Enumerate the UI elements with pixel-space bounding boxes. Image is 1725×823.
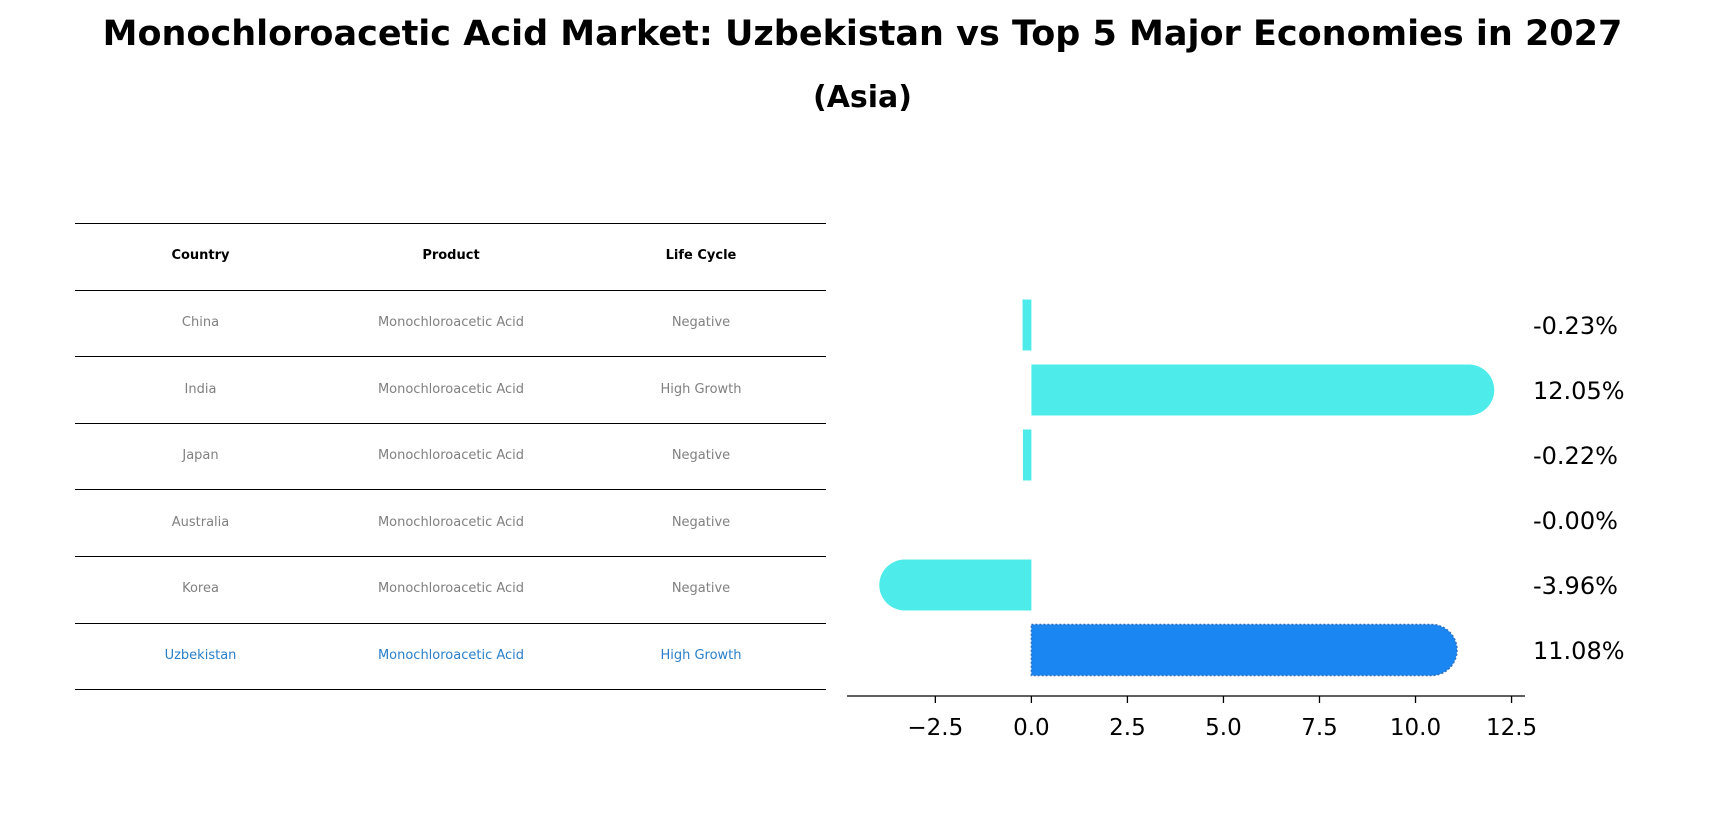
- chart-subtitle: (Asia): [812, 80, 913, 115]
- cell-country-highlight: Uzbekistan: [164, 648, 237, 663]
- header-product: Product: [422, 248, 480, 263]
- cell-product: Monochloroacetic Acid: [377, 315, 525, 330]
- data-label-japan: -0.22%: [1533, 442, 1618, 470]
- data-label-australia: -0.00%: [1533, 507, 1618, 535]
- cell-product: Monochloroacetic Acid: [377, 581, 525, 596]
- table-rule: [75, 556, 826, 557]
- bar-india: [1031, 364, 1495, 416]
- cell-country: Japan: [182, 448, 219, 463]
- x-tick-label: 10.0: [1390, 715, 1441, 741]
- cell-life-cycle-highlight: High Growth: [660, 648, 742, 663]
- header-life-cycle: Life Cycle: [665, 248, 737, 263]
- bar-uzbekistan: [1030, 623, 1458, 677]
- x-tick-label: −2.5: [907, 715, 963, 741]
- cell-country: China: [181, 315, 220, 330]
- table-rule: [75, 290, 826, 291]
- x-tick-label: 0.0: [1013, 715, 1050, 741]
- table-rule: [75, 356, 826, 357]
- bar-korea: [879, 559, 1032, 611]
- data-label-india: 12.05%: [1533, 377, 1625, 405]
- table-rule: [75, 223, 826, 224]
- table-rule: [75, 489, 826, 490]
- cell-country: Korea: [182, 581, 219, 596]
- cell-life-cycle: Negative: [671, 315, 731, 330]
- table-rule: [75, 689, 826, 690]
- data-label-china: -0.23%: [1533, 312, 1618, 340]
- bar-japan: [1022, 429, 1032, 481]
- bar-china: [1022, 299, 1032, 351]
- cell-life-cycle: High Growth: [660, 382, 742, 397]
- data-label-korea: -3.96%: [1533, 572, 1618, 600]
- cell-country: Australia: [171, 515, 230, 530]
- cell-product: Monochloroacetic Acid: [377, 515, 525, 530]
- cell-product: Monochloroacetic Acid: [377, 382, 525, 397]
- cell-life-cycle: Negative: [671, 448, 731, 463]
- chart-title: Monochloroacetic Acid Market: Uzbekistan…: [102, 14, 1623, 54]
- x-tick-label: 12.5: [1486, 715, 1537, 741]
- x-tick-label: 7.5: [1301, 715, 1338, 741]
- data-label-uzbekistan: 11.08%: [1533, 637, 1625, 665]
- cell-product: Monochloroacetic Acid: [377, 448, 525, 463]
- cell-product-highlight: Monochloroacetic Acid: [377, 648, 525, 663]
- x-tick-label: 2.5: [1109, 715, 1146, 741]
- header-country: Country: [171, 248, 230, 263]
- x-tick-label: 5.0: [1205, 715, 1242, 741]
- cell-life-cycle: Negative: [671, 515, 731, 530]
- table-rule: [75, 623, 826, 624]
- cell-life-cycle: Negative: [671, 581, 731, 596]
- cell-country: India: [184, 382, 217, 397]
- table-rule: [75, 423, 826, 424]
